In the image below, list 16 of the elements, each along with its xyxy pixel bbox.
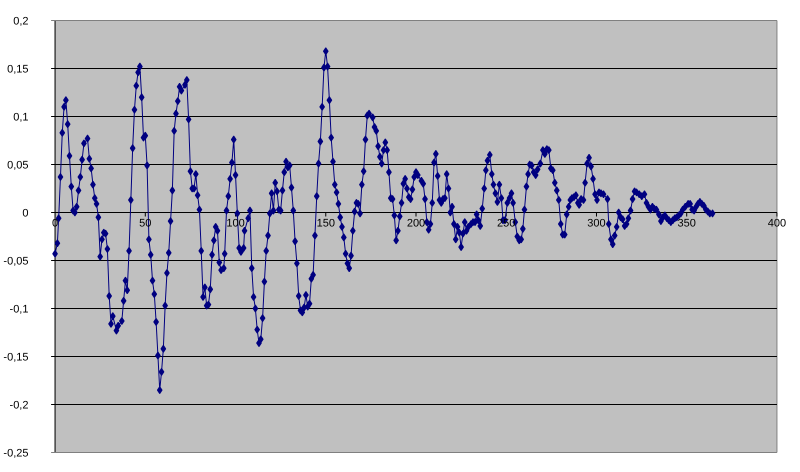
x-tick-label: 400 (768, 218, 786, 230)
y-tick-label: -0,2 (10, 400, 29, 412)
y-tick-label: -0,25 (3, 448, 29, 460)
x-tick-label: 250 (497, 218, 516, 230)
y-tick-label: -0,05 (3, 256, 29, 268)
x-tick-label: 150 (316, 218, 335, 230)
y-tick-label: -0,1 (10, 304, 29, 316)
y-tick-label: 0,2 (13, 16, 29, 28)
y-tick-label: 0,05 (7, 160, 29, 172)
y-tick-label: -0,15 (3, 352, 29, 364)
x-tick-label: 300 (587, 218, 606, 230)
x-tick-label: 200 (406, 218, 426, 230)
y-tick-label: 0,1 (13, 112, 29, 124)
x-tick-label: 350 (678, 218, 696, 230)
y-tick-label: 0,15 (7, 64, 29, 76)
y-tick-label: 0 (22, 208, 29, 220)
